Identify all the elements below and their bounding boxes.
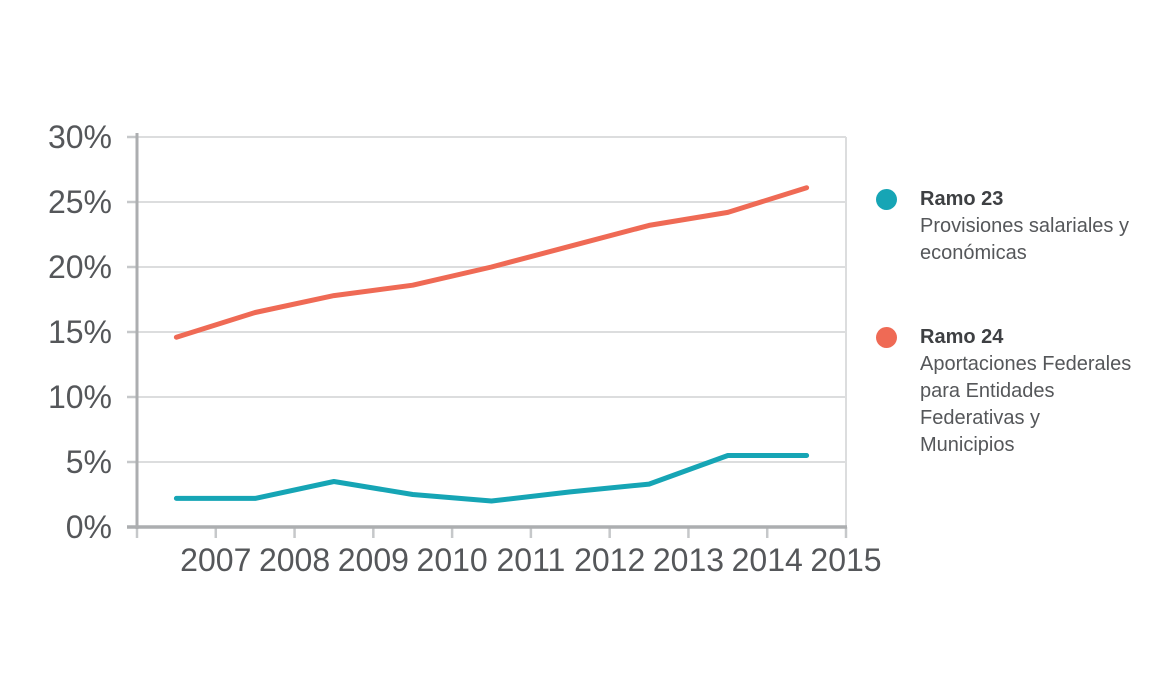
x-tick-label: 2010: [417, 542, 488, 578]
y-tick-label: 5%: [66, 444, 112, 480]
legend-dot-ramo-23-icon: [876, 189, 897, 210]
x-tick-label: 2012: [574, 542, 645, 578]
y-tick-label: 0%: [66, 509, 112, 545]
legend-title-ramo-24: Ramo 24: [920, 326, 1004, 348]
legend-description-ramo-24: Aportaciones Federales para Entidades Fe…: [920, 353, 1132, 456]
y-tick-label: 25%: [48, 184, 112, 220]
x-tick-label: 2007: [180, 542, 251, 578]
legend-item-ramo-23: Ramo 23 Provisiones salariales y económi…: [876, 186, 1135, 267]
series-line-ramo-24: [173, 185, 810, 340]
x-tick-label: 2015: [810, 542, 881, 578]
y-tick-label: 10%: [48, 379, 112, 415]
y-tick-label: 15%: [48, 314, 112, 350]
legend-description-ramo-23: Provisiones salariales y económicas: [920, 215, 1129, 264]
x-tick-label: 2009: [338, 542, 409, 578]
legend: Ramo 23 Provisiones salariales y económi…: [876, 0, 1156, 700]
legend-item-ramo-24: Ramo 24 Aportaciones Federales para Enti…: [876, 324, 1135, 459]
legend-title-ramo-23: Ramo 23: [920, 188, 1004, 210]
series-line-ramo-23: [173, 453, 810, 504]
x-tick-label: 2014: [732, 542, 803, 578]
y-tick-label: 20%: [48, 249, 112, 285]
x-tick-label: 2011: [496, 542, 565, 578]
x-tick-label: 2008: [259, 542, 330, 578]
x-tick-label: 2013: [653, 542, 724, 578]
y-tick-label: 30%: [48, 119, 112, 155]
legend-dot-ramo-24-icon: [876, 327, 897, 348]
